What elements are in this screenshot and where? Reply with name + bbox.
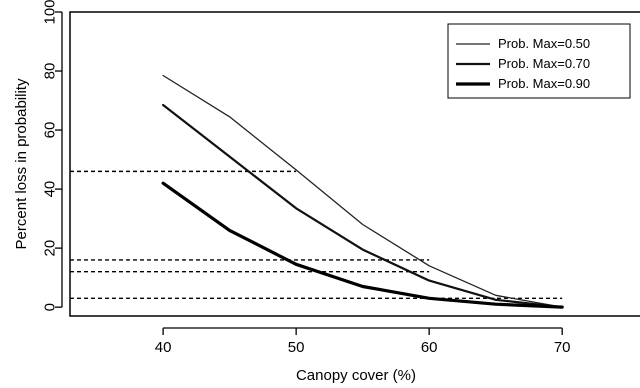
- legend-label-1: Prob. Max=0.70: [498, 56, 590, 71]
- legend-box: [447, 23, 631, 99]
- legend-label-2: Prob. Max=0.90: [498, 76, 590, 91]
- reference-lines: [70, 170, 563, 299]
- y-axis-label: Percent loss in probability: [13, 78, 30, 249]
- y-tick-label-4: 80: [42, 63, 59, 80]
- x-tick-label-0: 40: [155, 339, 172, 356]
- y-tick-label-0: 0: [42, 303, 59, 311]
- plot-frame: [69, 11, 640, 317]
- series-lines: [161, 74, 564, 309]
- x-axis-label: Canopy cover (%): [296, 367, 416, 384]
- x-tick-label-1: 50: [288, 339, 305, 356]
- x-tick-label-3: 70: [554, 339, 571, 356]
- x-tick-label-2: 60: [421, 339, 438, 356]
- y-axis: 0 20 40 60 80 100: [42, 0, 63, 311]
- x-axis: 40 50 60 70: [155, 327, 571, 356]
- series-line-2: [161, 181, 564, 309]
- legend-label-0: Prob. Max=0.50: [498, 36, 590, 51]
- series-line-0: [162, 74, 563, 308]
- y-tick-label-3: 60: [42, 122, 59, 139]
- y-tick-label-5: 100: [42, 0, 59, 25]
- series-line-1: [162, 103, 564, 309]
- y-tick-label-1: 20: [42, 240, 59, 257]
- legend: Prob. Max=0.50 Prob. Max=0.70 Prob. Max=…: [447, 23, 631, 99]
- y-tick-label-2: 40: [42, 181, 59, 198]
